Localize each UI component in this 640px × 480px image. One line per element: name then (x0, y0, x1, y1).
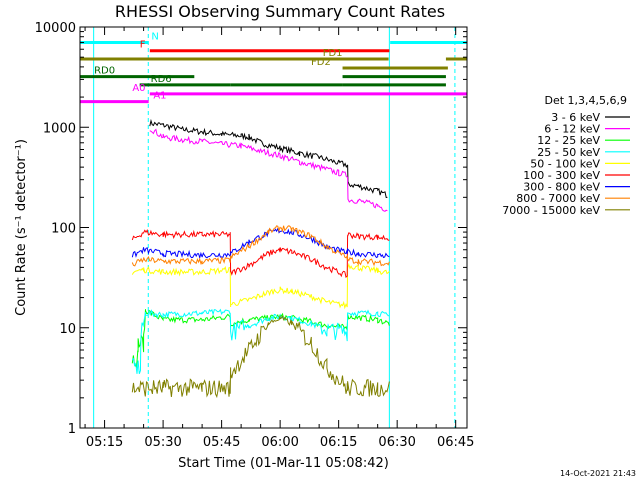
legend-label: 7000 - 15000 keV (502, 204, 600, 217)
legend-label: 6 - 12 keV (544, 123, 600, 136)
series-line-25-50-kev (131, 308, 390, 374)
x-tick-label: 06:00 (261, 435, 298, 450)
x-tick-label: 05:30 (144, 435, 181, 450)
legend-title: Det 1,3,4,5,6,9 (544, 94, 627, 107)
flag-label-a0: A0 (132, 83, 145, 94)
legend-label: 300 - 800 keV (523, 181, 600, 194)
x-tick-label: 06:15 (320, 435, 357, 450)
flag-label-n: N (151, 32, 158, 43)
flag-label-a1: A1 (153, 91, 166, 102)
x-tick-label: 06:45 (437, 435, 474, 450)
series-line-300-800-kev (131, 227, 390, 260)
y-tick-label: 10000 (35, 21, 76, 36)
legend-label: 50 - 100 keV (530, 157, 600, 170)
flag-label-fd2: FD2 (311, 57, 331, 68)
x-tick-label: 06:30 (378, 435, 415, 450)
chart-title: RHESSI Observing Summary Count Rates (115, 2, 445, 21)
series-line-50-100-kev (131, 262, 390, 310)
series-line-7000-15000-kev (131, 315, 390, 399)
y-axis-label: Count Rate (s⁻¹ detector⁻¹) (14, 139, 29, 316)
x-axis-label: Start Time (01-Mar-11 05:08:42) (178, 456, 389, 471)
x-tick-label: 05:45 (203, 435, 240, 450)
legend-label: 25 - 50 keV (537, 146, 600, 159)
x-tick-label: 05:15 (86, 435, 123, 450)
flag-label-f: F (140, 40, 146, 51)
y-tick-label: 1 (68, 422, 76, 437)
series-line-6-12-kev (149, 128, 388, 212)
legend-label: 100 - 300 keV (523, 169, 600, 182)
legend-label: 3 - 6 keV (551, 111, 600, 124)
flag-label-rd6: RD6 (151, 74, 172, 85)
y-tick-label: 100 (51, 222, 76, 237)
legend-label: 800 - 7000 keV (516, 192, 600, 205)
y-tick-label: 1000 (43, 121, 76, 136)
timestamp: 14-Oct-2021 21:43 (560, 469, 636, 478)
flag-label-fd1: FD1 (323, 48, 343, 59)
y-tick-label: 10 (59, 322, 76, 337)
series-line-800-7000-kev (131, 225, 390, 267)
flag-label-rd0: RD0 (94, 66, 115, 77)
legend-label: 12 - 25 keV (537, 134, 600, 147)
